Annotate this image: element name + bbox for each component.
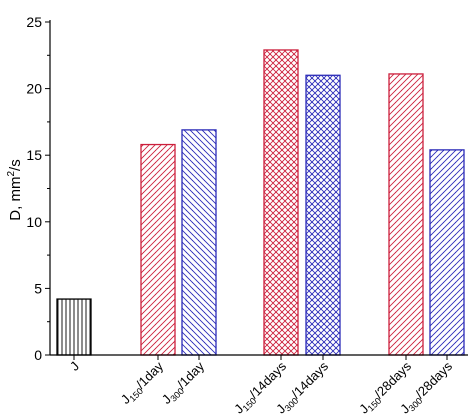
x-tick-label: J300/1day [159, 358, 209, 408]
bars [56, 49, 465, 356]
y-tick-label: 15 [26, 147, 42, 163]
x-tick-label: J150/1day [118, 358, 168, 408]
bar [56, 298, 92, 356]
y-tick-label: 25 [26, 14, 42, 30]
y-tick-label: 10 [26, 214, 42, 230]
y-tick-label: 5 [34, 280, 42, 296]
bar [181, 129, 217, 356]
y-tick-label: 20 [26, 81, 42, 97]
bar [305, 74, 341, 356]
bar [429, 149, 465, 356]
bar [263, 49, 299, 356]
category-labels: JJ150/1dayJ300/1dayJ150/14daysJ300/14day… [67, 355, 455, 417]
y-axis-ticks: 0 5 10 15 20 25 [26, 14, 50, 363]
bar [388, 73, 424, 356]
bar [140, 143, 176, 356]
y-axis-title: D, mm2/s [6, 159, 24, 220]
x-tick-label: J [67, 359, 82, 374]
y-tick-label: 0 [34, 347, 42, 363]
